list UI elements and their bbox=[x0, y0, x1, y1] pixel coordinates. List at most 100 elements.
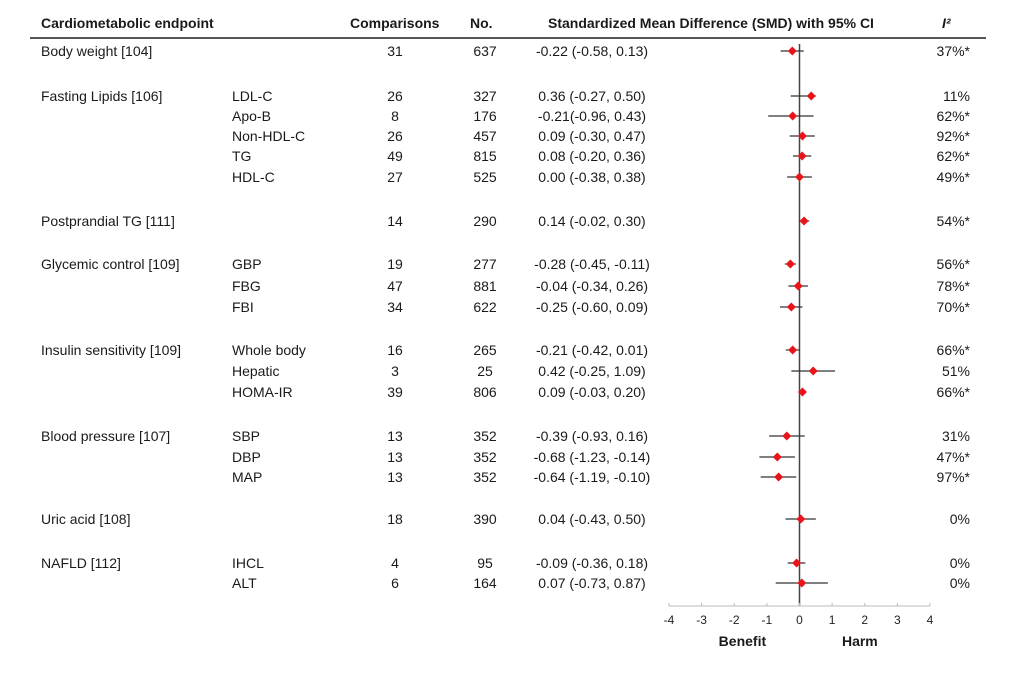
row-smd-ci: 0.09 (-0.03, 0.20) bbox=[538, 384, 646, 400]
row-smd-ci: -0.68 (-1.23, -0.14) bbox=[533, 449, 651, 465]
row-subgroup-label: FBI bbox=[232, 299, 254, 315]
row-smd-ci: -0.21(-0.96, 0.43) bbox=[537, 108, 647, 124]
row-sample-size: 390 bbox=[473, 511, 497, 527]
row-i2: 70%* bbox=[936, 299, 970, 315]
row-i2: 62%* bbox=[936, 108, 970, 124]
row-comparisons: 39 bbox=[387, 384, 403, 400]
row-sample-size: 290 bbox=[473, 213, 497, 229]
row-group-label: Glycemic control [109] bbox=[41, 256, 180, 272]
row-smd-ci: -0.64 (-1.19, -0.10) bbox=[533, 469, 651, 485]
header-i2: I² bbox=[942, 15, 951, 31]
benefit-label: Benefit bbox=[719, 633, 767, 649]
row-comparisons: 14 bbox=[387, 213, 403, 229]
estimate-marker bbox=[796, 514, 806, 524]
x-tick-label: -3 bbox=[696, 613, 707, 627]
row-smd-ci: -0.28 (-0.45, -0.11) bbox=[534, 256, 650, 272]
row-smd-ci: 0.14 (-0.02, 0.30) bbox=[538, 213, 646, 229]
row-subgroup-label: IHCL bbox=[232, 555, 264, 571]
row-comparisons: 26 bbox=[387, 128, 403, 144]
row-smd-ci: -0.21 (-0.42, 0.01) bbox=[535, 342, 649, 358]
row-sample-size: 815 bbox=[473, 148, 497, 164]
row-subgroup-label: GBP bbox=[232, 256, 262, 272]
estimate-marker bbox=[797, 387, 807, 397]
row-sample-size: 277 bbox=[473, 256, 497, 272]
row-comparisons: 13 bbox=[387, 449, 403, 465]
row-i2: 97%* bbox=[936, 469, 970, 485]
header-rule bbox=[30, 37, 986, 39]
estimate-marker bbox=[788, 345, 798, 355]
row-sample-size: 95 bbox=[477, 555, 493, 571]
estimate-marker bbox=[806, 91, 816, 101]
row-smd-ci: 0.08 (-0.20, 0.36) bbox=[538, 148, 646, 164]
row-smd-ci: 0.04 (-0.43, 0.50) bbox=[538, 511, 646, 527]
row-comparisons: 16 bbox=[387, 342, 403, 358]
row-subgroup-label: TG bbox=[232, 148, 252, 164]
row-i2: 11% bbox=[943, 88, 970, 104]
row-subgroup-label: HOMA-IR bbox=[232, 384, 293, 400]
row-comparisons: 18 bbox=[387, 511, 403, 527]
row-i2: 92%* bbox=[936, 128, 970, 144]
estimate-marker bbox=[799, 216, 809, 226]
x-tick-label: -4 bbox=[664, 613, 675, 627]
row-smd-ci: -0.04 (-0.34, 0.26) bbox=[535, 278, 649, 294]
row-subgroup-label: DBP bbox=[232, 449, 261, 465]
row-i2: 56%* bbox=[936, 256, 970, 272]
row-smd-ci: -0.25 (-0.60, 0.09) bbox=[535, 299, 649, 315]
row-smd-ci: 0.07 (-0.73, 0.87) bbox=[538, 575, 646, 591]
row-group-label: Insulin sensitivity [109] bbox=[41, 342, 182, 358]
row-subgroup-label: LDL-C bbox=[232, 88, 273, 104]
row-comparisons: 4 bbox=[391, 555, 399, 571]
row-i2: 78%* bbox=[936, 278, 970, 294]
x-tick-label: -1 bbox=[762, 613, 773, 627]
row-group-label: Fasting Lipids [106] bbox=[41, 88, 163, 104]
row-group-label: Blood pressure [107] bbox=[41, 428, 171, 444]
row-sample-size: 25 bbox=[477, 363, 493, 379]
row-sample-size: 176 bbox=[473, 108, 497, 124]
row-i2: 66%* bbox=[936, 342, 970, 358]
row-sample-size: 806 bbox=[473, 384, 497, 400]
estimate-marker bbox=[797, 131, 807, 141]
row-sample-size: 352 bbox=[473, 449, 497, 465]
row-subgroup-label: Hepatic bbox=[232, 363, 280, 379]
row-i2: 31% bbox=[941, 428, 970, 444]
row-comparisons: 31 bbox=[387, 43, 403, 59]
row-subgroup-label: FBG bbox=[232, 278, 261, 294]
row-i2: 49%* bbox=[936, 169, 970, 185]
row-i2: 0% bbox=[949, 575, 970, 591]
row-i2: 47%* bbox=[936, 449, 970, 465]
row-comparisons: 6 bbox=[391, 575, 399, 591]
estimate-marker bbox=[782, 431, 792, 441]
row-sample-size: 352 bbox=[473, 428, 497, 444]
row-i2: 37%* bbox=[936, 43, 970, 59]
row-i2: 51% bbox=[941, 363, 970, 379]
row-subgroup-label: ALT bbox=[232, 575, 257, 591]
row-comparisons: 34 bbox=[387, 299, 403, 315]
row-sample-size: 457 bbox=[473, 128, 497, 144]
row-smd-ci: 0.00 (-0.38, 0.38) bbox=[538, 169, 646, 185]
row-sample-size: 352 bbox=[473, 469, 497, 485]
row-subgroup-label: MAP bbox=[232, 469, 263, 485]
row-comparisons: 26 bbox=[387, 88, 403, 104]
row-smd-ci: 0.09 (-0.30, 0.47) bbox=[538, 128, 646, 144]
row-comparisons: 13 bbox=[387, 469, 403, 485]
row-subgroup-label: Non-HDL-C bbox=[232, 128, 306, 144]
row-comparisons: 27 bbox=[387, 169, 403, 185]
row-comparisons: 49 bbox=[387, 148, 403, 164]
x-tick-label: 3 bbox=[894, 613, 901, 627]
row-i2: 0% bbox=[949, 555, 970, 571]
estimate-marker bbox=[808, 366, 818, 376]
row-i2: 54%* bbox=[936, 213, 970, 229]
estimate-marker bbox=[795, 172, 804, 182]
row-group-label: Postprandial TG [111] bbox=[41, 213, 175, 229]
row-sample-size: 622 bbox=[473, 299, 497, 315]
estimate-marker bbox=[797, 578, 807, 588]
row-group-label: NAFLD [112] bbox=[41, 555, 121, 571]
x-tick-label: 2 bbox=[861, 613, 868, 627]
row-sample-size: 637 bbox=[473, 43, 497, 59]
estimate-marker bbox=[788, 111, 798, 121]
row-subgroup-label: Apo-B bbox=[232, 108, 271, 124]
x-tick-label: 4 bbox=[927, 613, 934, 627]
row-sample-size: 265 bbox=[473, 342, 497, 358]
row-comparisons: 8 bbox=[391, 108, 399, 124]
row-group-label: Body weight [104] bbox=[41, 43, 153, 59]
